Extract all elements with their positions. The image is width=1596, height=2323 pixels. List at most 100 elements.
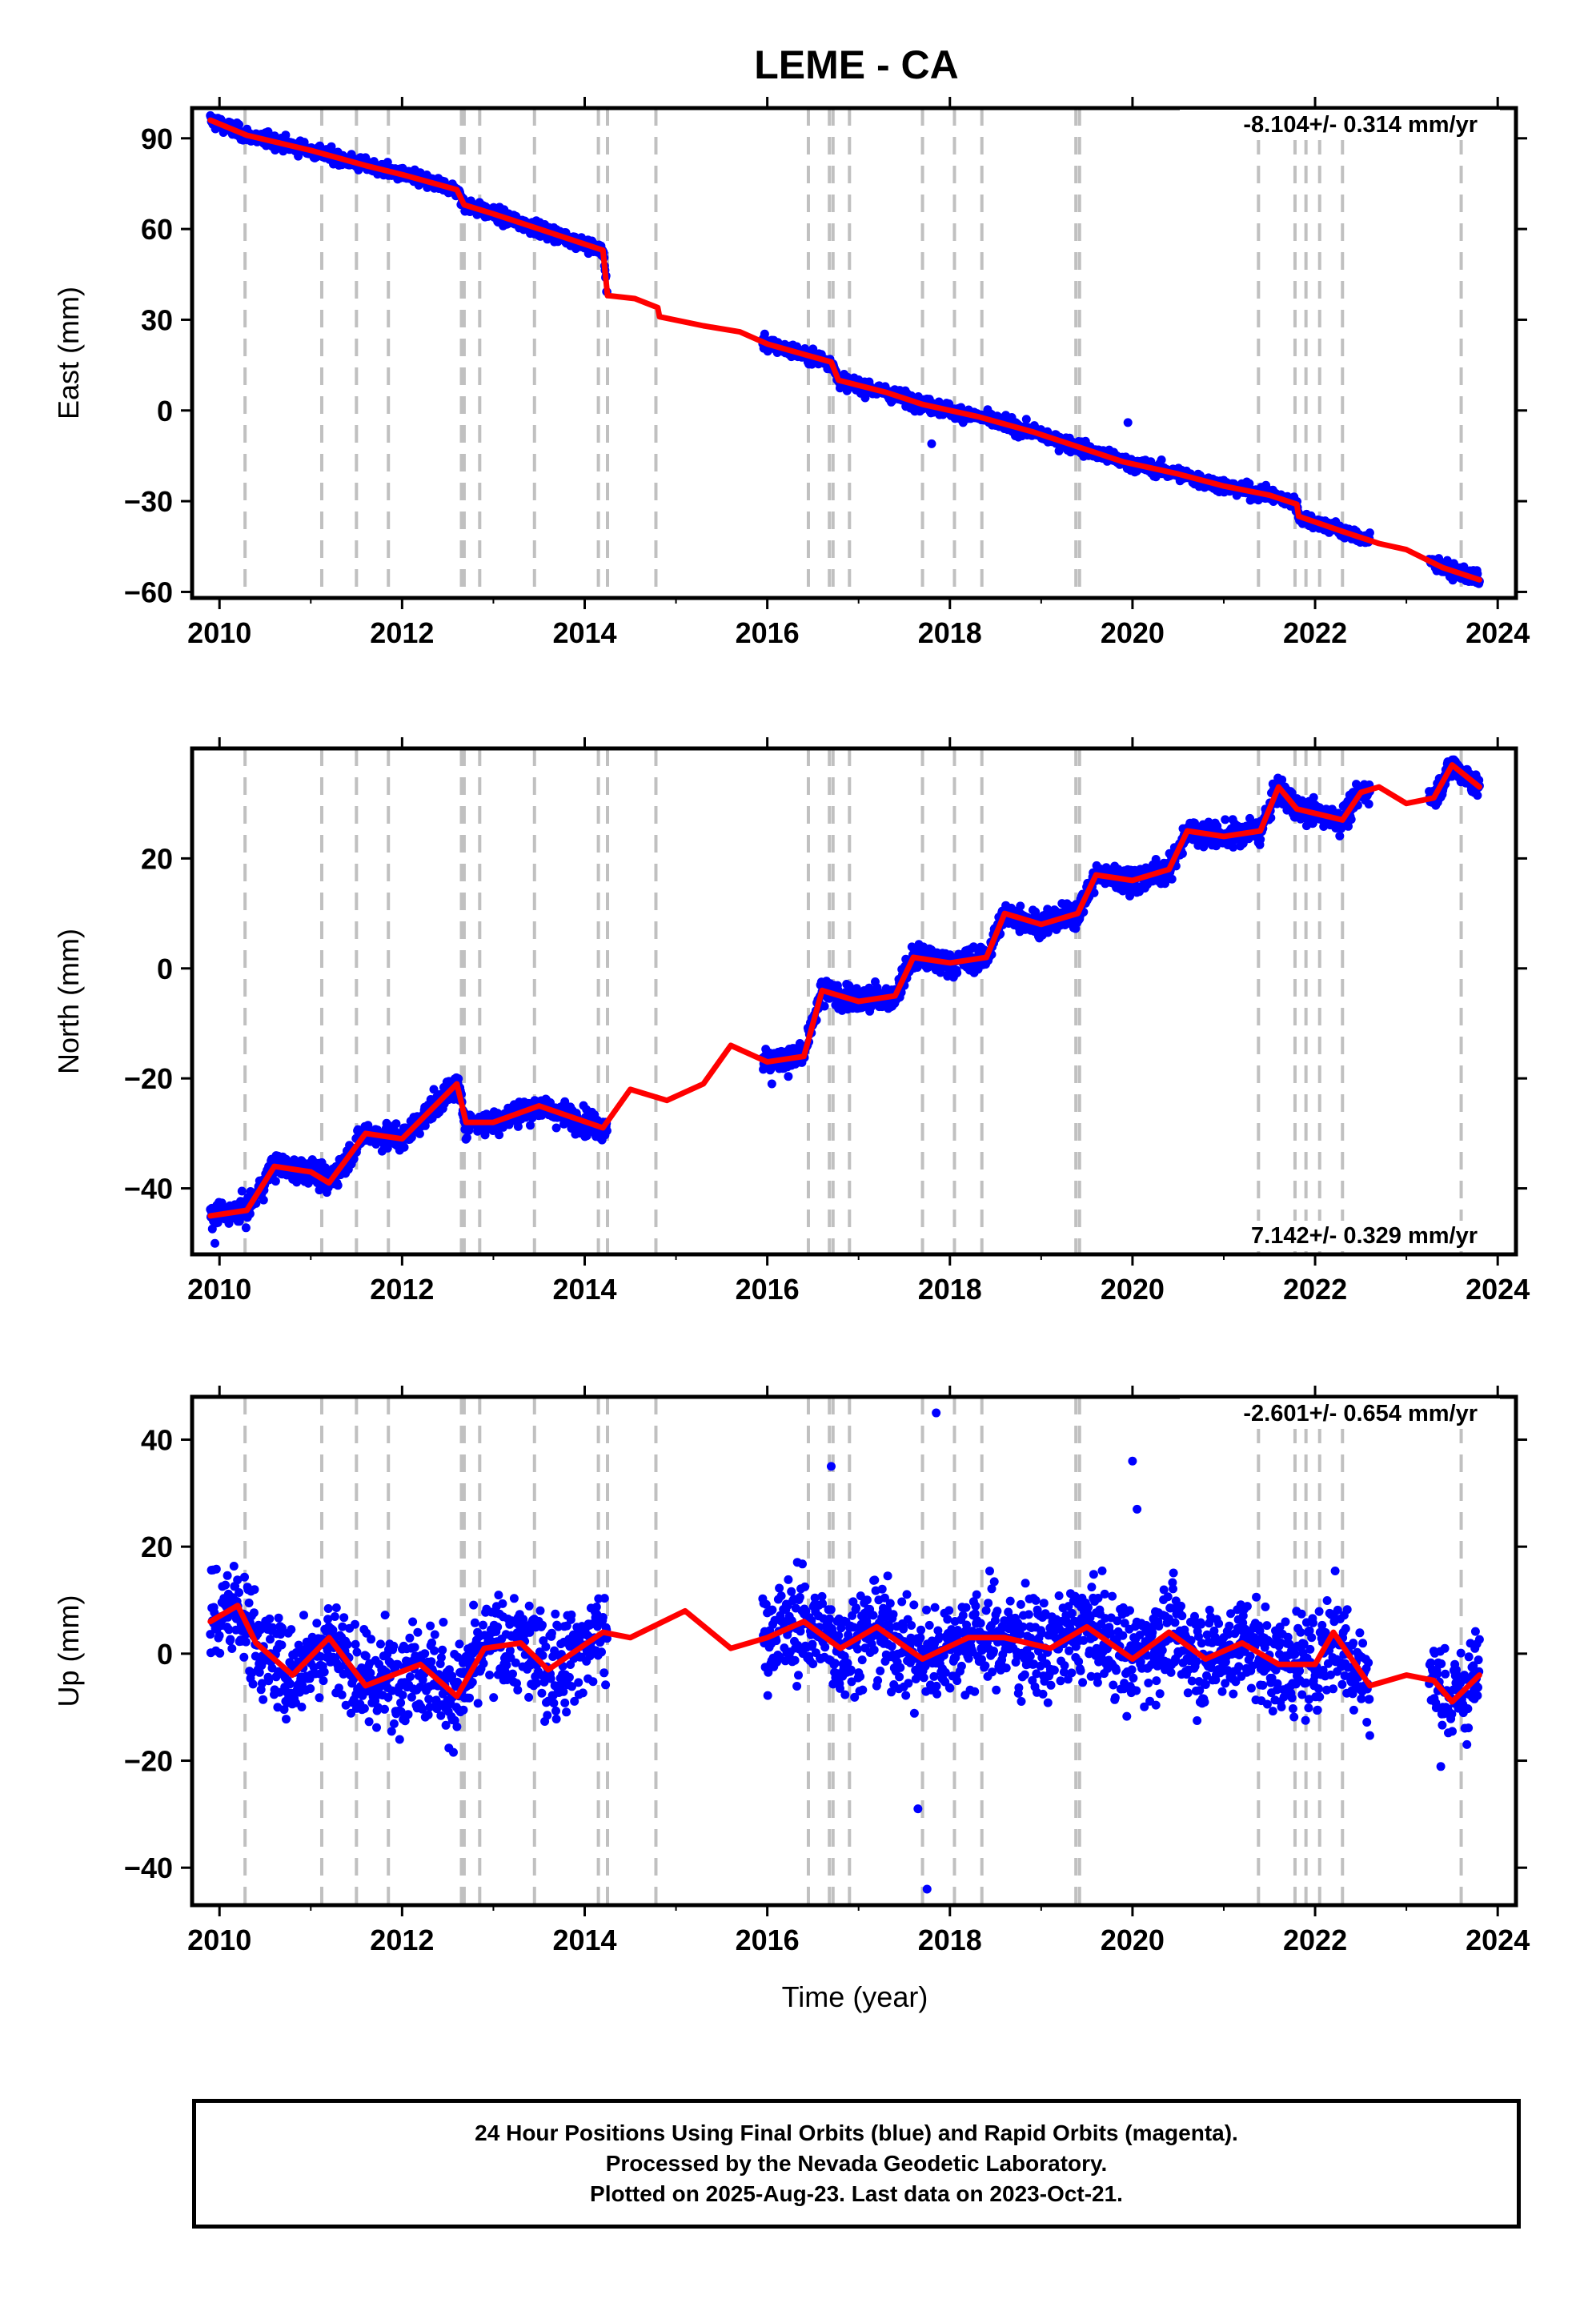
data-point [235, 120, 244, 130]
x-tick-label: 2010 [187, 616, 251, 649]
data-point [420, 1649, 430, 1659]
outlier-point [1123, 418, 1133, 427]
x-tick-label: 2020 [1101, 1273, 1165, 1306]
data-point [364, 1717, 374, 1727]
data-point [423, 1710, 433, 1719]
data-point [436, 1653, 446, 1663]
data-point [389, 1641, 399, 1651]
data-point [489, 1693, 499, 1703]
points-north [206, 755, 1484, 1234]
data-point [211, 1564, 221, 1574]
data-point [498, 1599, 507, 1608]
y-tick-label: −60 [124, 576, 173, 608]
data-point [331, 1603, 341, 1612]
data-point [436, 1711, 446, 1720]
data-point [452, 1722, 462, 1731]
data-point [215, 1648, 225, 1658]
x-tick-label: 2016 [736, 1273, 800, 1306]
data-point [387, 1727, 396, 1736]
data-point [328, 1625, 338, 1635]
y-tick-label: −20 [124, 1062, 173, 1095]
data-point [426, 1621, 435, 1631]
data-point [427, 1657, 436, 1667]
data-point [479, 1620, 487, 1630]
points-east [206, 110, 1484, 588]
data-point [1473, 791, 1482, 800]
data-point [784, 1072, 793, 1081]
data-point [465, 1693, 474, 1703]
data-point [265, 1614, 275, 1623]
data-point [287, 1625, 296, 1635]
data-point [221, 1580, 231, 1590]
data-point [215, 1631, 224, 1640]
y-tick-label: 60 [141, 213, 173, 246]
data-point [470, 1618, 479, 1627]
data-point [235, 1588, 244, 1597]
data-point [449, 1747, 458, 1757]
data-point [226, 1635, 235, 1644]
data-point [1157, 455, 1166, 464]
data-point [469, 1600, 479, 1610]
data-point [1309, 792, 1318, 802]
data-point [223, 1571, 232, 1580]
data-point [403, 1710, 413, 1719]
velocity-label-north: 7.142+/- 0.329 mm/yr [1251, 1223, 1478, 1249]
data-point [1167, 874, 1177, 884]
data-point [1016, 901, 1025, 911]
data-point [473, 1699, 483, 1708]
x-tick-label: 2012 [370, 1273, 434, 1306]
data-point [430, 1646, 439, 1655]
data-point [1364, 800, 1373, 808]
data-point [376, 1639, 385, 1649]
data-point [244, 1599, 254, 1607]
data-point [343, 1639, 352, 1649]
data-point [1221, 815, 1230, 824]
data-point [1021, 415, 1031, 424]
data-point [359, 1703, 369, 1713]
data-point [438, 1645, 447, 1655]
y-tick-label: 90 [141, 122, 173, 155]
data-point [493, 1623, 503, 1631]
outlier-point [767, 1079, 776, 1089]
data-point [323, 1604, 333, 1613]
data-point [271, 1177, 280, 1186]
data-point [430, 1630, 439, 1639]
data-point [380, 1704, 389, 1714]
data-point [319, 1676, 328, 1686]
data-point [399, 1142, 409, 1152]
data-point [250, 1585, 259, 1595]
data-point [248, 1679, 258, 1689]
data-point [227, 1644, 237, 1653]
data-point [241, 1637, 251, 1647]
x-tick-label: 2014 [552, 1273, 616, 1306]
data-point [319, 1667, 329, 1677]
data-point [398, 1691, 407, 1699]
y-axis-label-east: East (mm) [52, 287, 85, 419]
data-point [315, 1693, 324, 1703]
data-point [352, 1647, 362, 1657]
data-point [274, 1613, 283, 1623]
outlier-point [211, 1238, 220, 1248]
data-point [306, 1684, 315, 1693]
data-point [351, 1639, 360, 1649]
data-point [249, 1608, 259, 1618]
data-point [229, 1562, 239, 1571]
x-tick-label: 2016 [736, 616, 800, 649]
data-point [286, 1679, 295, 1689]
x-tick-label: 2022 [1283, 616, 1347, 649]
y-tick-label: 20 [141, 842, 173, 875]
data-point [339, 1613, 349, 1623]
data-point [330, 1612, 339, 1621]
data-point [439, 1618, 448, 1627]
data-point [380, 1611, 390, 1620]
data-point [337, 1690, 347, 1699]
x-tick-label: 2022 [1283, 1273, 1347, 1306]
data-point [494, 1591, 503, 1600]
x-tick-label: 2012 [370, 616, 434, 649]
data-point [1365, 528, 1374, 538]
y-tick-label: −30 [124, 485, 173, 518]
x-tick-label: 2014 [552, 616, 616, 649]
velocity-label-east: -8.104+/- 0.314 mm/yr [1243, 112, 1478, 138]
data-point [312, 1619, 322, 1628]
